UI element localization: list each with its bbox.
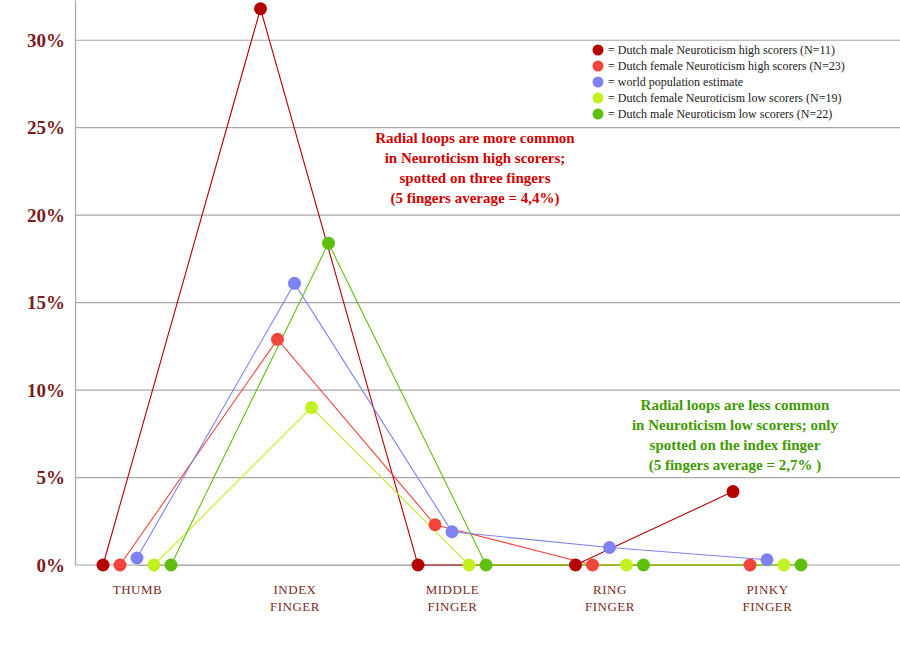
grid-line xyxy=(75,389,900,390)
x-tick: THUMB xyxy=(113,582,162,597)
grid-line xyxy=(75,215,900,216)
x-tick-label: INDEX FINGER xyxy=(270,582,320,614)
x-tick-label-line: RING xyxy=(593,582,627,597)
y-tick: 25% xyxy=(27,117,75,138)
legend-marker xyxy=(593,109,604,120)
legend-label: = world population estimate xyxy=(608,75,743,89)
x-tick-label-line: FINGER xyxy=(428,599,478,614)
y-tick: 15% xyxy=(27,292,75,313)
x-tick-label-line: PINKY xyxy=(746,582,788,597)
y-axis-line xyxy=(75,1,76,566)
annotation-line: spotted on three fingers xyxy=(400,170,551,186)
marker xyxy=(778,559,791,572)
marker xyxy=(429,518,442,531)
marker xyxy=(322,237,335,250)
marker xyxy=(288,277,301,290)
y-tick-label: 5% xyxy=(37,467,66,488)
marker xyxy=(463,559,476,572)
marker xyxy=(165,559,178,572)
grid-line xyxy=(75,477,900,478)
x-tick: PINKY FINGER xyxy=(743,582,793,614)
legend-marker xyxy=(593,93,604,104)
marker xyxy=(637,559,650,572)
y-tick-label: 15% xyxy=(27,292,65,313)
legend-label: = Dutch female Neuroticism low scorers (… xyxy=(608,91,841,105)
y-tick-label: 25% xyxy=(27,117,65,138)
marker xyxy=(620,559,633,572)
marker xyxy=(131,552,144,565)
x-tick-label-line: FINGER xyxy=(743,599,793,614)
annotation-line: in Neuroticism low scorers; only xyxy=(632,417,839,433)
y-tick: 0% xyxy=(37,555,76,576)
x-tick-label-line: INDEX xyxy=(274,582,317,597)
grid-line xyxy=(75,127,900,128)
y-tick: 5% xyxy=(37,467,76,488)
marker xyxy=(412,559,425,572)
x-axis: THUMBINDEXFINGERMIDDLEFINGERRINGFINGERPI… xyxy=(113,566,793,615)
y-tick-label: 0% xyxy=(37,555,66,576)
plot-area xyxy=(97,2,808,571)
annotation-line: Radial loops are more common xyxy=(375,130,575,146)
annotation: Radial loops are less common in Neurotici… xyxy=(632,397,839,474)
marker xyxy=(305,401,318,414)
legend-entry: = Dutch male Neuroticism high scorers (N… xyxy=(593,43,836,57)
x-tick-label-line: FINGER xyxy=(270,599,320,614)
annotation-line: (5 fingers average = 4,4%) xyxy=(391,190,560,207)
marker xyxy=(271,333,284,346)
y-tick: 30% xyxy=(27,30,75,51)
x-tick-label: RING FINGER xyxy=(585,582,635,614)
annotation-line: Radial loops are less common xyxy=(641,397,831,413)
annotation: Radial loops are more common in Neurotici… xyxy=(375,130,575,207)
marker xyxy=(761,553,774,566)
marker xyxy=(254,2,267,15)
legend-label: = Dutch male Neuroticism low scorers (N=… xyxy=(608,107,832,121)
marker xyxy=(727,485,740,498)
marker xyxy=(114,559,127,572)
chart: 0%5%10%15%20%25%30%THUMBINDEXFINGERMIDDL… xyxy=(0,0,900,666)
legend-entry: = world population estimate xyxy=(593,75,744,89)
annotation-line: (5 fingers average = 2,7% ) xyxy=(649,457,822,474)
legend-marker xyxy=(593,61,604,72)
x-tick: MIDDLE FINGER xyxy=(426,582,480,614)
y-tick: 20% xyxy=(27,205,75,226)
x-tick-label: MIDDLE FINGER xyxy=(426,582,480,614)
legend-marker xyxy=(593,77,604,88)
grid-line xyxy=(75,302,900,303)
marker xyxy=(586,559,599,572)
x-tick: INDEX FINGER xyxy=(270,582,320,614)
annotation-line: spotted on the index finger xyxy=(650,437,821,453)
y-tick-label: 10% xyxy=(27,380,65,401)
marker xyxy=(97,559,110,572)
marker xyxy=(744,559,757,572)
grid-line xyxy=(75,40,900,41)
legend-entry: = Dutch male Neuroticism low scorers (N=… xyxy=(593,107,833,121)
marker xyxy=(148,559,161,572)
x-tick-label-line: FINGER xyxy=(585,599,635,614)
marker xyxy=(480,559,493,572)
y-tick-label: 20% xyxy=(27,205,65,226)
legend-label: = Dutch female Neuroticism high scorers … xyxy=(608,59,845,73)
marker xyxy=(446,525,459,538)
y-tick: 10% xyxy=(27,380,75,401)
annotation-line: in Neuroticism high scorers; xyxy=(385,150,566,166)
x-tick: RING FINGER xyxy=(585,582,635,614)
legend: = Dutch male Neuroticism high scorers (N… xyxy=(593,43,845,121)
legend-entry: = Dutch female Neuroticism high scorers … xyxy=(593,59,845,73)
x-tick-label-line: MIDDLE xyxy=(426,582,480,597)
x-tick-label: PINKY FINGER xyxy=(743,582,793,614)
legend-marker xyxy=(593,45,604,56)
y-axis: 0% 5% 10% 15% 20% 25% 30% xyxy=(27,1,76,576)
y-tick-label: 30% xyxy=(27,30,65,51)
legend-label: = Dutch male Neuroticism high scorers (N… xyxy=(608,43,835,57)
x-tick-label-line: THUMB xyxy=(113,582,162,597)
grid xyxy=(75,40,900,565)
legend-entry: = Dutch female Neuroticism low scorers (… xyxy=(593,91,842,105)
marker xyxy=(569,559,582,572)
x-tick-label: THUMB xyxy=(113,582,162,597)
marker xyxy=(795,559,808,572)
background xyxy=(0,0,900,666)
marker xyxy=(603,541,616,554)
